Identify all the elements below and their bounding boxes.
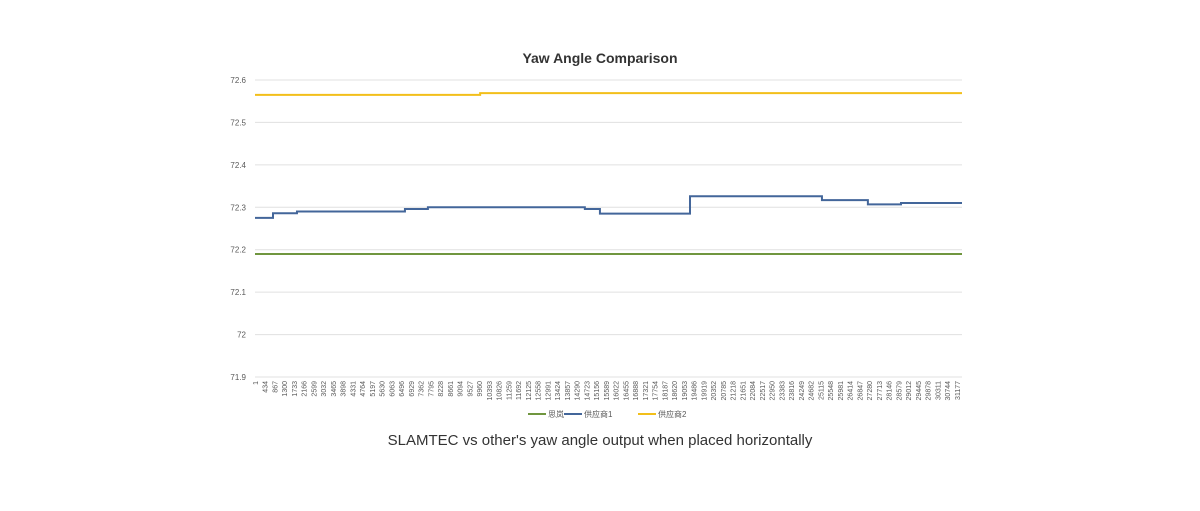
y-tick-label: 72.2 <box>230 246 246 255</box>
x-tick-label: 11259 <box>506 381 513 400</box>
x-tick-label: 24682 <box>809 381 816 401</box>
x-tick-label: 5197 <box>370 381 377 397</box>
x-tick-label: 25981 <box>838 381 845 401</box>
x-tick-label: 434 <box>263 381 270 393</box>
x-tick-label: 16888 <box>633 381 640 401</box>
x-tick-label: 27713 <box>877 381 884 401</box>
x-tick-label: 10393 <box>487 381 494 401</box>
x-tick-label: 26414 <box>848 381 855 401</box>
legend-label: 供应商1 <box>584 409 613 419</box>
x-tick-label: 3032 <box>321 381 328 397</box>
x-tick-label: 13424 <box>555 381 562 401</box>
x-tick-label: 6063 <box>389 381 396 397</box>
x-tick-label: 8228 <box>438 381 445 397</box>
x-tick-label: 15589 <box>604 381 611 401</box>
x-tick-label: 15156 <box>594 381 601 401</box>
x-tick-label: 9527 <box>467 381 474 397</box>
x-tick-label: 17321 <box>643 381 650 401</box>
y-tick-label: 72.5 <box>230 118 246 127</box>
chart-title: Yaw Angle Comparison <box>522 50 677 66</box>
x-tick-label: 1 <box>253 381 260 385</box>
x-tick-label: 7795 <box>428 381 435 397</box>
y-tick-label: 72.1 <box>230 288 246 297</box>
x-tick-label: 16022 <box>614 381 621 401</box>
x-tick-label: 29878 <box>926 381 933 401</box>
x-tick-label: 12991 <box>545 381 552 401</box>
x-tick-label: 20785 <box>721 381 728 401</box>
y-tick-label: 72.4 <box>230 161 246 170</box>
x-tick-label: 19053 <box>682 381 689 401</box>
x-tick-label: 14290 <box>575 381 582 401</box>
x-tick-label: 30311 <box>935 381 942 400</box>
x-tick-label: 28579 <box>896 381 903 401</box>
x-tick-label: 16455 <box>623 381 630 401</box>
x-tick-label: 29445 <box>916 381 923 401</box>
x-tick-label: 22517 <box>760 381 767 401</box>
x-tick-label: 867 <box>272 381 279 393</box>
x-tick-label: 10826 <box>497 381 504 401</box>
x-tick-label: 21651 <box>740 381 747 401</box>
x-tick-label: 17754 <box>653 381 660 401</box>
x-tick-label: 28146 <box>887 381 894 401</box>
x-tick-label: 1300 <box>282 381 289 397</box>
x-tick-label: 30744 <box>945 381 952 401</box>
x-tick-label: 7362 <box>419 381 426 397</box>
y-tick-label: 72.3 <box>230 203 246 212</box>
x-tick-label: 18620 <box>672 381 679 401</box>
x-tick-label: 31177 <box>955 381 962 400</box>
x-tick-label: 9960 <box>477 381 484 397</box>
x-tick-label: 9094 <box>458 381 465 397</box>
x-tick-label: 14723 <box>584 381 591 401</box>
x-tick-label: 19919 <box>701 381 708 401</box>
x-tick-label: 13857 <box>565 381 572 401</box>
y-tick-label: 71.9 <box>230 373 246 382</box>
x-tick-label: 4331 <box>350 381 357 397</box>
x-tick-label: 29012 <box>906 381 913 401</box>
x-tick-label: 6929 <box>409 381 416 397</box>
x-tick-label: 5630 <box>380 381 387 397</box>
x-tick-label: 22950 <box>770 381 777 401</box>
series-line-供应商2 <box>255 92 962 96</box>
legend-label: 供应商2 <box>658 409 687 419</box>
x-tick-label: 3898 <box>341 381 348 397</box>
x-tick-label: 3465 <box>331 381 338 397</box>
x-tick-label: 19486 <box>692 381 699 401</box>
x-tick-label: 2166 <box>302 381 309 397</box>
x-tick-label: 12558 <box>536 381 543 401</box>
x-tick-label: 23816 <box>789 381 796 401</box>
legend-label: 思岚 <box>548 410 564 419</box>
x-tick-label: 26847 <box>857 381 864 401</box>
x-tick-label: 24249 <box>799 381 806 401</box>
x-tick-label: 11692 <box>516 381 523 400</box>
x-tick-label: 18187 <box>662 381 669 401</box>
chart-caption: SLAMTEC vs other's yaw angle output when… <box>387 432 813 449</box>
x-tick-label: 25115 <box>818 381 825 400</box>
x-tick-label: 4764 <box>360 381 367 397</box>
y-tick-label: 72.6 <box>230 76 246 85</box>
x-tick-label: 6496 <box>399 381 406 397</box>
x-tick-label: 22084 <box>750 381 757 401</box>
x-tick-label: 27280 <box>867 381 874 401</box>
x-tick-label: 8661 <box>448 381 455 397</box>
x-tick-label: 25548 <box>828 381 835 401</box>
x-tick-label: 12125 <box>526 381 533 401</box>
x-tick-label: 21218 <box>731 381 738 401</box>
y-tick-label: 72 <box>237 331 246 340</box>
x-tick-label: 1733 <box>292 381 299 397</box>
series-line-供应商1 <box>255 195 962 219</box>
x-tick-label: 20352 <box>711 381 718 401</box>
x-tick-label: 2599 <box>311 381 318 397</box>
x-tick-label: 23383 <box>779 381 786 401</box>
